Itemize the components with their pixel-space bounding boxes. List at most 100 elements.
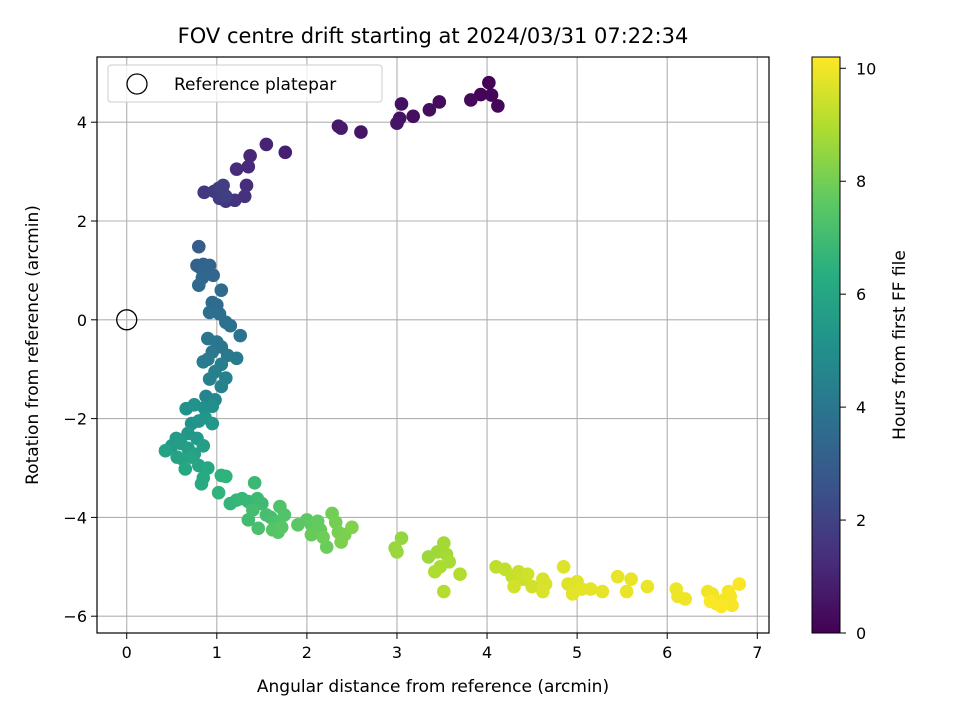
colorbar-label: Hours from first FF file bbox=[890, 250, 910, 440]
y-tick-label: 4 bbox=[77, 113, 87, 132]
data-point bbox=[556, 560, 571, 574]
x-tick-label: 1 bbox=[212, 643, 222, 662]
data-point bbox=[243, 148, 257, 163]
x-tick-label: 4 bbox=[482, 643, 492, 662]
data-point bbox=[274, 520, 289, 535]
x-tick-label: 2 bbox=[302, 643, 312, 662]
colorbar-gradient bbox=[811, 56, 841, 634]
data-point bbox=[394, 97, 409, 111]
x-tick-label: 0 bbox=[122, 643, 132, 662]
y-tick-label: 2 bbox=[77, 212, 87, 231]
x-tick-label: 5 bbox=[572, 643, 582, 662]
data-point bbox=[334, 121, 348, 135]
data-point bbox=[191, 239, 206, 254]
data-point bbox=[304, 527, 319, 542]
x-axis-label: Angular distance from reference (arcmin) bbox=[257, 677, 609, 697]
colorbar-tick-label: 2 bbox=[856, 511, 866, 530]
data-point bbox=[233, 328, 248, 343]
data-point bbox=[158, 443, 173, 458]
legend-box bbox=[107, 64, 383, 103]
data-point bbox=[619, 584, 634, 599]
data-point bbox=[202, 372, 217, 386]
data-point bbox=[216, 178, 230, 193]
data-point bbox=[422, 103, 437, 117]
colorbar-tick-label: 0 bbox=[856, 624, 866, 643]
data-point bbox=[473, 87, 488, 102]
legend: Reference platepar bbox=[107, 64, 383, 103]
grid-lines bbox=[97, 57, 769, 633]
chart-title: FOV centre drift starting at 2024/03/31 … bbox=[178, 24, 689, 48]
data-point bbox=[525, 579, 539, 594]
data-point bbox=[239, 178, 254, 193]
data-point bbox=[714, 599, 729, 614]
x-tick-label: 7 bbox=[752, 643, 762, 662]
data-point bbox=[246, 503, 260, 517]
data-point bbox=[229, 162, 244, 176]
data-point bbox=[703, 594, 718, 609]
data-point bbox=[536, 584, 550, 599]
x-tick-label: 6 bbox=[662, 643, 672, 662]
colorbar-ticks: 0 2 4 6 8 10 bbox=[840, 59, 876, 643]
data-point bbox=[219, 189, 233, 204]
data-point bbox=[214, 379, 229, 394]
data-point bbox=[219, 469, 233, 484]
data-point bbox=[354, 125, 368, 139]
data-point bbox=[484, 88, 499, 102]
data-point bbox=[394, 531, 409, 545]
data-point bbox=[316, 530, 330, 544]
reference-marker-layer bbox=[116, 309, 138, 331]
data-point bbox=[247, 476, 262, 490]
reference-marker bbox=[116, 309, 138, 331]
data-point bbox=[334, 535, 348, 549]
data-point bbox=[197, 185, 211, 200]
data-point bbox=[583, 582, 598, 596]
data-point bbox=[278, 145, 293, 160]
data-point bbox=[206, 268, 221, 283]
y-tick-label: −6 bbox=[63, 607, 87, 626]
data-point bbox=[196, 438, 211, 453]
data-point bbox=[345, 520, 359, 535]
data-point bbox=[205, 416, 220, 431]
data-point bbox=[259, 137, 274, 152]
data-point bbox=[194, 477, 209, 491]
data-point bbox=[223, 318, 238, 333]
legend-marker-icon bbox=[126, 73, 148, 95]
x-tick-label: 3 bbox=[392, 643, 402, 662]
data-point bbox=[595, 584, 610, 599]
data-point bbox=[491, 99, 505, 113]
y-tick-label: −2 bbox=[63, 410, 87, 429]
data-point bbox=[406, 109, 420, 124]
data-point bbox=[229, 351, 244, 366]
y-axis-label: Rotation from reference (arcmin) bbox=[23, 205, 43, 485]
colorbar-tick-label: 4 bbox=[856, 398, 866, 417]
data-point bbox=[277, 508, 292, 522]
data-point bbox=[482, 75, 496, 90]
y-tick-label: 0 bbox=[77, 311, 87, 330]
data-point bbox=[191, 278, 206, 293]
scatter-points bbox=[158, 75, 747, 614]
plot-frame bbox=[96, 56, 770, 634]
y-axis-ticks: −6 −4 −2 0 2 4 bbox=[63, 113, 97, 626]
data-point bbox=[432, 95, 447, 109]
data-point bbox=[390, 116, 404, 130]
data-point bbox=[640, 579, 655, 594]
data-point bbox=[520, 567, 535, 582]
data-point bbox=[178, 462, 193, 476]
data-point bbox=[437, 584, 451, 599]
y-tick-label: −4 bbox=[63, 508, 87, 527]
data-point bbox=[624, 572, 638, 586]
colorbar: 0 2 4 6 8 10 Hours from first FF file bbox=[811, 56, 910, 643]
data-point bbox=[464, 93, 478, 107]
data-point bbox=[390, 545, 404, 559]
data-point bbox=[187, 397, 202, 412]
colorbar-tick-label: 8 bbox=[856, 172, 866, 191]
data-point bbox=[211, 485, 226, 500]
x-axis-ticks: 0 1 2 3 4 5 6 7 bbox=[122, 633, 762, 662]
data-point bbox=[453, 567, 467, 582]
colorbar-tick-label: 10 bbox=[856, 59, 876, 78]
legend-entry-reference: Reference platepar bbox=[174, 75, 336, 95]
data-point bbox=[507, 579, 521, 594]
data-point bbox=[437, 536, 451, 550]
data-point bbox=[725, 598, 739, 613]
